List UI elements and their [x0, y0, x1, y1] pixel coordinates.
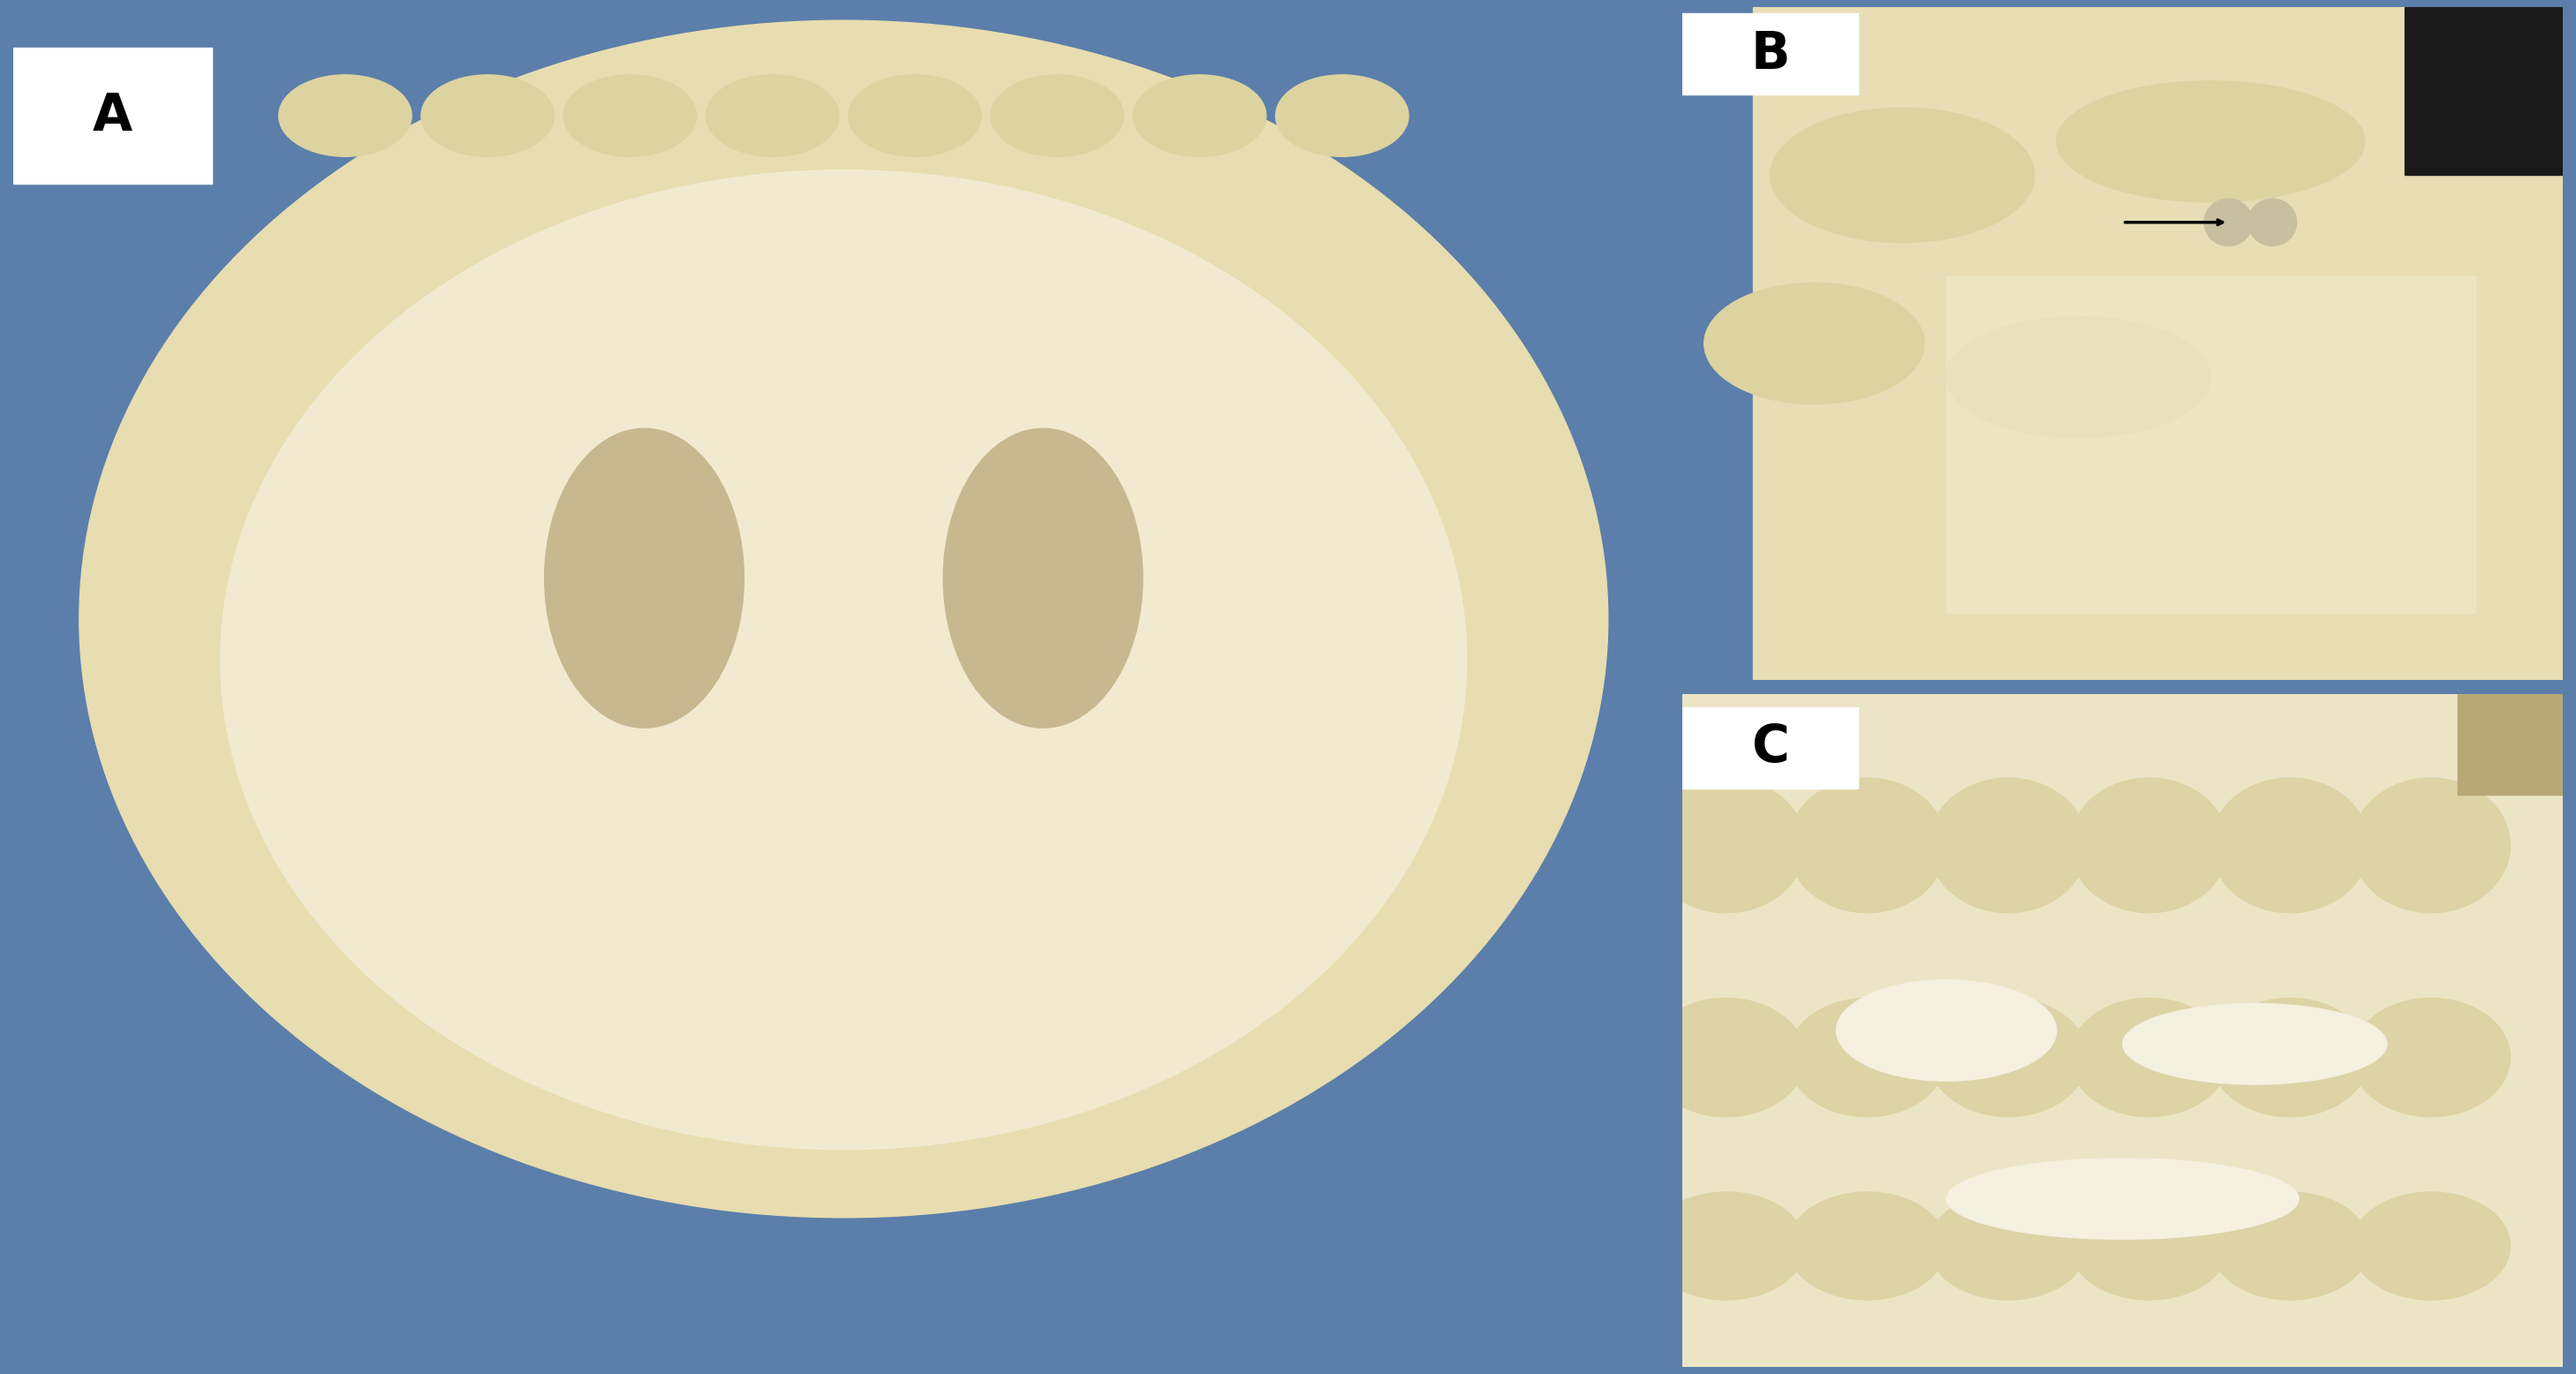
- Ellipse shape: [1788, 778, 1947, 912]
- Text: A: A: [93, 91, 131, 142]
- Ellipse shape: [1788, 998, 1947, 1117]
- Ellipse shape: [1947, 316, 2210, 438]
- Ellipse shape: [2069, 998, 2228, 1117]
- Ellipse shape: [2210, 778, 2370, 912]
- Ellipse shape: [2352, 778, 2509, 912]
- Ellipse shape: [2352, 1193, 2509, 1300]
- Ellipse shape: [2210, 1193, 2370, 1300]
- Ellipse shape: [1770, 107, 2035, 242]
- FancyBboxPatch shape: [1682, 708, 1857, 789]
- Bar: [1682, 7, 1752, 680]
- Ellipse shape: [1947, 1158, 2298, 1239]
- Ellipse shape: [2249, 199, 2298, 246]
- FancyBboxPatch shape: [1682, 14, 1857, 95]
- Text: C: C: [1752, 723, 1790, 774]
- Ellipse shape: [1788, 1193, 1947, 1300]
- Ellipse shape: [1929, 1193, 2087, 1300]
- Ellipse shape: [564, 74, 696, 157]
- Ellipse shape: [1929, 998, 2087, 1117]
- Ellipse shape: [943, 429, 1144, 728]
- Ellipse shape: [992, 74, 1123, 157]
- Ellipse shape: [1837, 980, 2056, 1081]
- Ellipse shape: [1705, 283, 1924, 404]
- Ellipse shape: [1133, 74, 1267, 157]
- Text: B: B: [1752, 29, 1790, 80]
- Ellipse shape: [1275, 74, 1409, 157]
- Ellipse shape: [2056, 81, 2365, 202]
- Ellipse shape: [544, 429, 744, 728]
- Ellipse shape: [420, 74, 554, 157]
- Ellipse shape: [2352, 998, 2509, 1117]
- Ellipse shape: [706, 74, 840, 157]
- Ellipse shape: [278, 74, 412, 157]
- Ellipse shape: [2069, 1193, 2228, 1300]
- Ellipse shape: [1929, 778, 2087, 912]
- Ellipse shape: [1646, 1193, 1806, 1300]
- Ellipse shape: [1646, 778, 1806, 912]
- FancyBboxPatch shape: [13, 48, 211, 184]
- Bar: [1947, 276, 2476, 613]
- Ellipse shape: [2123, 1003, 2388, 1084]
- Ellipse shape: [2069, 778, 2228, 912]
- Bar: [2403, 7, 2563, 174]
- Ellipse shape: [222, 170, 1466, 1150]
- Ellipse shape: [2210, 998, 2370, 1117]
- Ellipse shape: [2205, 199, 2251, 246]
- Bar: [2458, 694, 2563, 794]
- Ellipse shape: [1646, 998, 1806, 1117]
- Ellipse shape: [848, 74, 981, 157]
- Ellipse shape: [80, 21, 1607, 1217]
